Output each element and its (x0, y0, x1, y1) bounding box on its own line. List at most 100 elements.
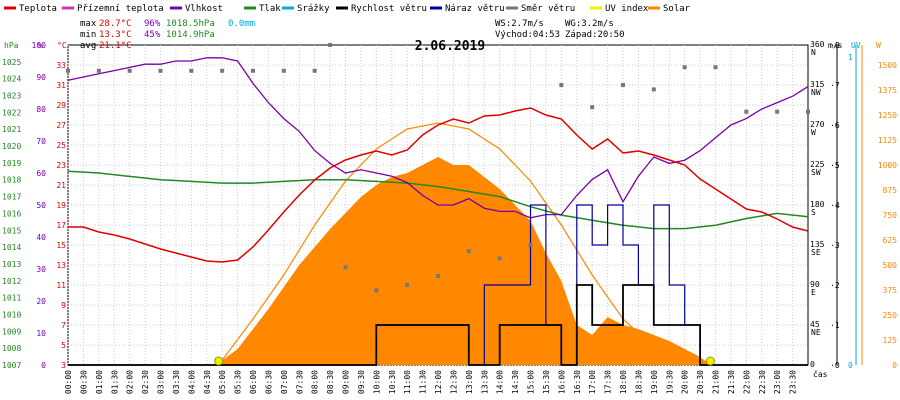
tick-hpa-16: 1023 (2, 92, 21, 101)
legend-label-7: Směr větru (521, 4, 575, 14)
tick-c-7: 17 (56, 221, 66, 230)
tick-time-45: 22:30 (758, 370, 767, 394)
tick-hpa-4: 1011 (2, 294, 21, 303)
wind-dir-point-12 (405, 283, 410, 287)
legend-label-8: UV index (605, 4, 649, 14)
tick-hpa-3: 1010 (2, 310, 21, 319)
tick-w-10: 1250 (878, 111, 897, 120)
tick-hpa-18: 1025 (2, 58, 21, 67)
wind-dir-point-8 (312, 68, 317, 73)
tick-hpa-1: 1008 (2, 344, 21, 353)
axis-title-ms: m/s (828, 41, 843, 50)
tick-time-18: 09:00 (342, 370, 351, 394)
tick-c-6: 15 (56, 241, 66, 250)
wind-dir-point-25 (806, 109, 810, 114)
tick-time-34: 17:00 (588, 370, 597, 394)
tick-hpa-2: 1009 (2, 327, 21, 336)
tick-dir-6: 270 (810, 120, 825, 129)
tick-time-14: 07:00 (280, 370, 289, 394)
series-wind-speed-line (68, 284, 808, 366)
tick-pct-4: 40 (36, 233, 46, 242)
tick-w-4: 500 (883, 261, 898, 270)
wind-dir-point-6 (251, 68, 255, 73)
tick-time-22: 11:00 (403, 370, 412, 394)
wind-dir-point-19 (621, 83, 625, 87)
tick-time-2: 01:00 (95, 370, 104, 394)
wind-dir-point-15 (497, 256, 502, 261)
tick-hpa-13: 1020 (2, 142, 21, 151)
tick-dirname-7: NW (811, 88, 821, 97)
tick-time-42: 21:00 (712, 370, 721, 394)
wind-dir-point-14 (466, 249, 471, 254)
series-lines (66, 43, 810, 366)
tick-pct-7: 70 (36, 137, 46, 146)
stat-min-press: 1014.9hPa (166, 30, 215, 40)
tick-pct-1: 10 (36, 329, 46, 338)
tick-hpa-14: 1021 (2, 125, 21, 134)
wind-dir-point-7 (281, 68, 286, 73)
tick-ms-8: ·8 (830, 41, 840, 50)
sunrise-marker (214, 356, 224, 366)
tick-time-3: 01:30 (110, 370, 119, 394)
tick-dirname-1: NE (811, 328, 821, 337)
stat-min-hum: 45% (144, 30, 161, 40)
wind-speed-avg: WS:2.7m/s (495, 19, 544, 29)
axis-title-hpa: hPa (4, 41, 19, 50)
tick-time-7: 03:30 (172, 370, 181, 394)
series-solar-max-line (218, 122, 711, 366)
tick-dirname-5: SW (811, 168, 821, 177)
tick-hpa-10: 1017 (2, 193, 21, 202)
tick-c-1: 5 (61, 341, 66, 350)
wind-dir-point-9 (328, 43, 333, 47)
tick-dirname-8: N (811, 48, 816, 57)
tick-time-12: 06:00 (249, 370, 258, 394)
tick-time-11: 05:30 (234, 370, 243, 394)
tick-pct-5: 50 (36, 201, 46, 210)
tick-time-21: 10:30 (388, 370, 397, 394)
sun-wind-block: WS:2.7m/s WG:3.2m/s Východ:04:53 Západ:2… (495, 19, 625, 40)
stat-max-press: 1018.5hPa (166, 19, 215, 29)
tick-time-33: 16:30 (573, 370, 582, 394)
tick-time-43: 21:30 (727, 370, 736, 394)
legend-label-6: Náraz větru (445, 4, 505, 14)
tick-pct-2: 20 (36, 297, 46, 306)
tick-hpa-15: 1022 (2, 108, 21, 117)
tick-uv-0: 0 (848, 361, 853, 370)
stats-block: max 28.7°C 96% 1018.5hPa 0.0mm min 13.3°… (80, 19, 255, 51)
wind-dir-point-22 (713, 65, 718, 70)
tick-w-7: 875 (883, 186, 898, 195)
tick-time-1: 00:30 (79, 370, 88, 394)
series-temperature-line (68, 107, 809, 263)
tick-w-3: 375 (883, 286, 898, 295)
legend-label-1: Přízemní teplota (77, 4, 164, 14)
tick-w-12: 1500 (878, 61, 897, 70)
tick-hpa-5: 1012 (2, 277, 21, 286)
tick-ms-0: ·0 (830, 361, 840, 370)
tick-hpa-8: 1015 (2, 226, 21, 235)
wind-dir-point-16 (528, 243, 533, 247)
legend-label-3: Tlak (259, 4, 281, 14)
tick-time-39: 19:30 (665, 370, 674, 394)
tick-time-4: 02:00 (126, 370, 135, 394)
tick-time-27: 13:30 (480, 370, 489, 394)
tick-time-38: 19:00 (650, 370, 659, 394)
stat-avg-temp: 21.1°C (99, 41, 132, 51)
tick-dirname-3: SE (811, 248, 821, 257)
tick-time-8: 04:00 (187, 370, 196, 394)
tick-w-8: 1000 (878, 161, 897, 170)
tick-time-35: 17:30 (604, 370, 613, 394)
wind-gust-avg: WG:3.2m/s (565, 19, 614, 29)
tick-w-0: 0 (892, 361, 897, 370)
wind-dir-point-21 (682, 65, 687, 70)
tick-uv-1: 1 (848, 53, 853, 62)
tick-c-3: 9 (61, 301, 66, 310)
tick-time-10: 05:00 (218, 370, 227, 394)
tick-time-25: 12:30 (449, 370, 458, 394)
tick-pct-3: 30 (36, 265, 46, 274)
tick-time-6: 03:00 (157, 370, 166, 394)
tick-time-15: 07:30 (295, 370, 304, 394)
wind-dir-point-18 (590, 105, 595, 110)
wind-dir-point-10 (343, 265, 348, 270)
